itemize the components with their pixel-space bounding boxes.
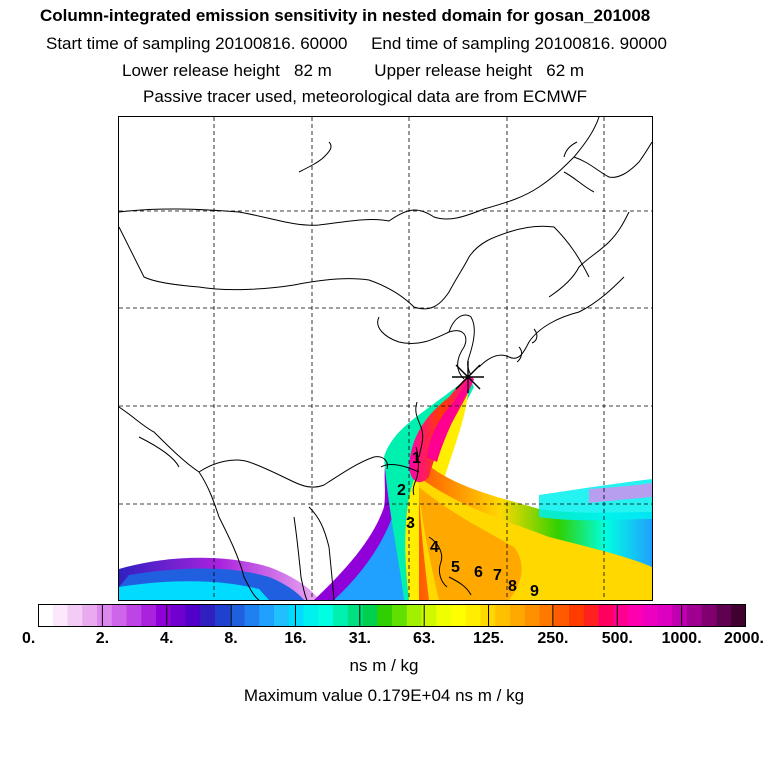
colorbar-swatch (731, 604, 746, 627)
colorbar (38, 604, 746, 627)
emission-sensitivity-field (119, 375, 652, 600)
colorbar-swatch (642, 604, 658, 627)
colorbar-swatch (229, 604, 245, 627)
colorbar-swatch (185, 604, 201, 627)
colorbar-tick-label: 250. (537, 630, 569, 647)
colorbar-swatch (97, 604, 113, 627)
colorbar-swatch (569, 604, 585, 627)
colorbar-swatch (156, 604, 172, 627)
colorbar-swatch (52, 604, 68, 627)
colorbar-swatch (170, 604, 186, 627)
colorbar-swatch (200, 604, 216, 627)
colorbar-swatch (613, 604, 629, 627)
colorbar-swatch (82, 604, 98, 627)
colorbar-swatch (215, 604, 231, 627)
colorbar-tick-label: 0. (22, 630, 36, 647)
colorbar-swatch (392, 604, 408, 627)
colorbar-swatch (377, 604, 393, 627)
day-label: 8 (508, 578, 517, 595)
release-site-star (452, 361, 484, 393)
colorbar-tick-label: 500. (601, 630, 633, 647)
max-value-label: Maximum value 0.179E+04 ns m / kg (243, 686, 525, 705)
day-label: 7 (493, 567, 502, 584)
map-canvas: 1 2 3 4 5 6 7 8 9 (119, 117, 652, 600)
colorbar-tick-label: 31. (348, 630, 371, 647)
colorbar-swatch (347, 604, 363, 627)
day-label: 3 (406, 515, 415, 532)
colorbar-tick-label: 2. (95, 630, 110, 647)
colorbar-swatch (524, 604, 540, 627)
graticule (119, 117, 652, 600)
colorbar-swatch (274, 604, 290, 627)
plot-title: Column-integrated emission sensitivity i… (40, 6, 651, 25)
colorbar-swatch (716, 604, 732, 627)
colorbar-swatch (672, 604, 688, 627)
colorbar-swatch (421, 604, 437, 627)
colorbar-tick-label: 8. (224, 630, 238, 647)
colorbar-tick-label: 125. (472, 630, 505, 647)
colorbar-swatch (67, 604, 83, 627)
colorbar-swatch (126, 604, 142, 627)
sampling-times: Start time of sampling 20100816. 60000 E… (46, 34, 667, 53)
day-label: 4 (430, 539, 439, 556)
colorbar-units: ns m / kg (349, 656, 419, 675)
colorbar-tick-label: 16. (284, 630, 307, 647)
colorbar-swatch (628, 604, 644, 627)
colorbar-swatch (318, 604, 334, 627)
model-info: Passive tracer used, meteorological data… (143, 87, 588, 106)
colorbar-tick-label: 63. (413, 630, 436, 647)
colorbar-swatch (303, 604, 319, 627)
colorbar-swatch (259, 604, 275, 627)
release-heights: Lower release height 82 m Upper release … (122, 61, 585, 80)
colorbar-swatch (244, 604, 260, 627)
day-label: 9 (530, 583, 539, 600)
colorbar-tick-label: 4. (160, 630, 174, 647)
colorbar-swatch (141, 604, 157, 627)
day-label: 6 (474, 564, 483, 581)
colorbar-swatch (288, 604, 304, 627)
colorbar-tick-label: 2000. (723, 630, 764, 647)
colorbar-swatch (687, 604, 703, 627)
colorbar-swatch (465, 604, 481, 627)
colorbar-border (38, 604, 746, 627)
colorbar-swatch (598, 604, 614, 627)
colorbar-swatch (362, 604, 378, 627)
map-panel: 1 2 3 4 5 6 7 8 9 (118, 116, 653, 601)
colorbar-swatch (657, 604, 673, 627)
colorbar-swatch (436, 604, 452, 627)
colorbar-swatch (38, 604, 54, 627)
colorbar-swatch (539, 604, 555, 627)
day-label: 2 (397, 482, 406, 499)
colorbar-swatch (495, 604, 511, 627)
colorbar-swatch (510, 604, 526, 627)
colorbar-tick-label: 1000. (661, 630, 702, 647)
day-label: 1 (412, 450, 421, 467)
colorbar-swatch (406, 604, 422, 627)
colorbar-swatch (111, 604, 127, 627)
day-label: 5 (451, 559, 460, 576)
colorbar-swatch (701, 604, 717, 627)
colorbar-swatch (451, 604, 467, 627)
colorbar-swatch (583, 604, 599, 627)
colorbar-swatch (333, 604, 349, 627)
colorbar-swatch (554, 604, 570, 627)
